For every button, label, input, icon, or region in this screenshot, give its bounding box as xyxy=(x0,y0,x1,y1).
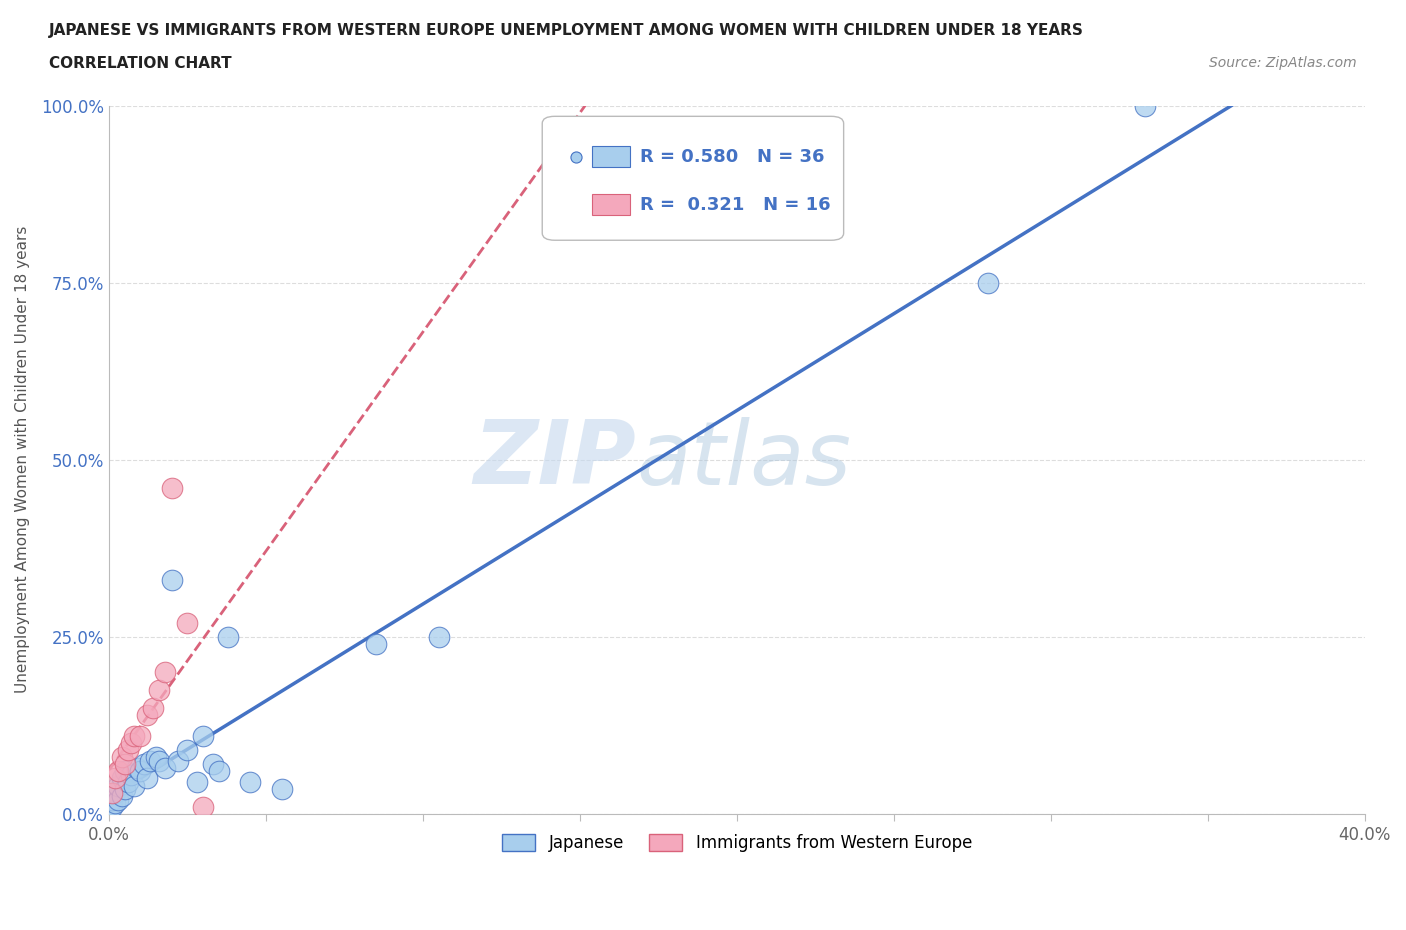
Point xyxy=(427,630,450,644)
Point xyxy=(145,750,167,764)
Point xyxy=(270,781,292,796)
Point xyxy=(101,799,124,814)
Point xyxy=(127,761,149,776)
Legend: Japanese, Immigrants from Western Europe: Japanese, Immigrants from Western Europe xyxy=(495,827,979,858)
Text: CORRELATION CHART: CORRELATION CHART xyxy=(49,56,232,71)
Text: R =  0.321   N = 16: R = 0.321 N = 16 xyxy=(640,196,831,214)
Point xyxy=(114,781,136,796)
Point xyxy=(114,757,136,772)
Point xyxy=(135,707,157,722)
Text: atlas: atlas xyxy=(637,417,851,503)
Point xyxy=(139,753,162,768)
Point xyxy=(132,757,155,772)
Text: JAPANESE VS IMMIGRANTS FROM WESTERN EUROPE UNEMPLOYMENT AMONG WOMEN WITH CHILDRE: JAPANESE VS IMMIGRANTS FROM WESTERN EURO… xyxy=(49,23,1084,38)
Point xyxy=(155,665,177,680)
Point xyxy=(110,750,132,764)
Point xyxy=(160,573,183,588)
Point xyxy=(98,803,121,817)
Point xyxy=(101,785,124,800)
Point xyxy=(117,743,139,758)
Text: R = 0.580   N = 36: R = 0.580 N = 36 xyxy=(640,148,825,166)
Point xyxy=(104,785,127,800)
Point xyxy=(110,789,132,804)
Point xyxy=(176,615,198,630)
Point xyxy=(122,728,145,743)
Point xyxy=(148,683,170,698)
Point xyxy=(101,792,124,807)
Point xyxy=(110,771,132,786)
Point xyxy=(160,481,183,496)
Point xyxy=(107,778,129,793)
FancyBboxPatch shape xyxy=(543,116,844,240)
Bar xyxy=(592,194,630,216)
Point xyxy=(191,728,214,743)
Point xyxy=(114,764,136,778)
Text: Source: ZipAtlas.com: Source: ZipAtlas.com xyxy=(1209,56,1357,70)
Point xyxy=(117,775,139,790)
Text: ZIP: ZIP xyxy=(474,417,637,503)
Point xyxy=(104,796,127,811)
Y-axis label: Unemployment Among Women with Children Under 18 years: Unemployment Among Women with Children U… xyxy=(15,226,30,694)
Point xyxy=(217,630,239,644)
Point xyxy=(977,275,1000,290)
Point xyxy=(120,767,142,782)
Point xyxy=(122,778,145,793)
Point xyxy=(107,792,129,807)
Point xyxy=(142,700,165,715)
Point xyxy=(167,753,190,768)
Point xyxy=(176,743,198,758)
Bar xyxy=(592,146,630,167)
Point xyxy=(135,771,157,786)
Point xyxy=(104,771,127,786)
Point xyxy=(1133,99,1156,113)
Point xyxy=(120,736,142,751)
Point xyxy=(364,636,387,651)
Point xyxy=(107,764,129,778)
Point xyxy=(201,757,224,772)
Point xyxy=(239,775,262,790)
Point xyxy=(186,775,208,790)
Point xyxy=(129,728,152,743)
Point xyxy=(191,799,214,814)
Point xyxy=(129,764,152,778)
Point xyxy=(148,753,170,768)
Point xyxy=(208,764,231,778)
Point xyxy=(155,761,177,776)
